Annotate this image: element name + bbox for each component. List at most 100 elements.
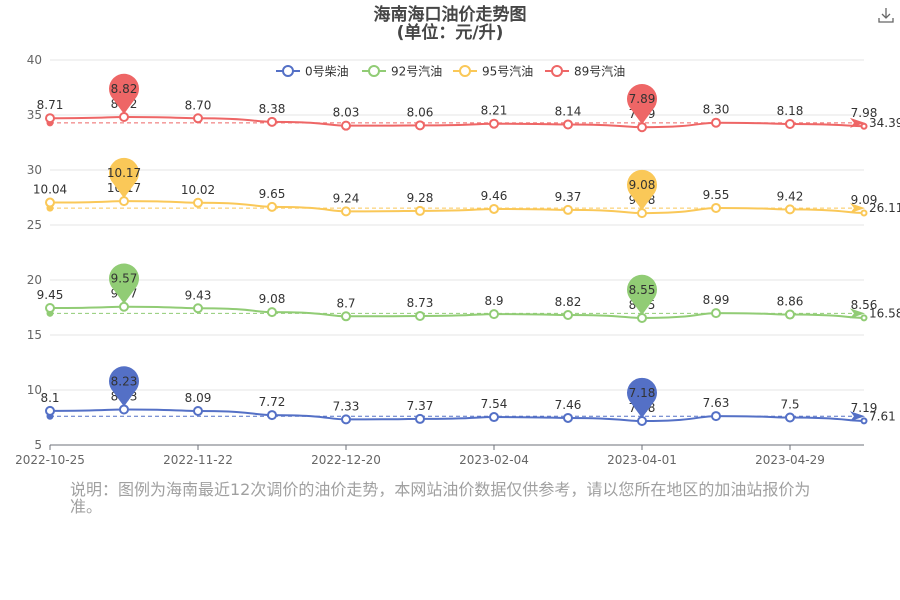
- data-point[interactable]: [711, 308, 721, 319]
- data-point[interactable]: [637, 416, 647, 427]
- average-arrow: [850, 203, 865, 214]
- data-label: 8.73: [407, 296, 434, 310]
- series-1: 16.589.459.579.439.088.78.738.98.828.558…: [37, 287, 900, 323]
- data-point[interactable]: [785, 119, 795, 130]
- data-point[interactable]: [119, 111, 129, 122]
- data-point[interactable]: [119, 404, 129, 415]
- legend-label: 0号柴油: [305, 65, 349, 79]
- data-label: 8.9: [484, 294, 503, 308]
- pin-shape: [627, 169, 657, 211]
- pin-label: 7.18: [629, 386, 656, 400]
- data-point[interactable]: [785, 204, 795, 215]
- data-point[interactable]: [489, 309, 499, 320]
- data-point[interactable]: [267, 307, 277, 318]
- data-point[interactable]: [563, 309, 573, 320]
- data-point[interactable]: [45, 405, 55, 416]
- grid-lines: [50, 59, 864, 446]
- data-label: 7.46: [555, 398, 582, 412]
- x-axis: 2022-10-25 2022-11-22 2022-12-20 2023-02-04…: [15, 445, 825, 467]
- average-label: 34.39: [869, 116, 900, 130]
- data-point[interactable]: [415, 205, 425, 216]
- data-point[interactable]: [193, 197, 203, 208]
- max-marker: 9.57: [108, 263, 139, 304]
- data-point[interactable]: [341, 311, 351, 322]
- data-point[interactable]: [637, 312, 647, 323]
- data-point[interactable]: [489, 412, 499, 423]
- legend-item[interactable]: 95号汽油: [453, 64, 533, 79]
- data-point[interactable]: [563, 412, 573, 423]
- series-line: [49, 200, 865, 215]
- data-point[interactable]: [119, 301, 129, 312]
- legend[interactable]: 0号柴油 92号汽油 95号汽油 89号汽油: [276, 64, 625, 79]
- data-point[interactable]: [489, 118, 499, 129]
- y-tick-label: 15: [27, 328, 42, 342]
- legend-label: 95号汽油: [482, 64, 533, 79]
- average-label: 26.11: [869, 201, 900, 215]
- y-tick-label: 40: [27, 53, 42, 67]
- data-point[interactable]: [860, 209, 868, 217]
- data-point[interactable]: [45, 113, 55, 124]
- data-point[interactable]: [415, 310, 425, 321]
- data-point[interactable]: [415, 413, 425, 424]
- data-point[interactable]: [341, 120, 351, 131]
- legend-item[interactable]: 89号汽油: [545, 64, 625, 79]
- data-point[interactable]: [415, 120, 425, 131]
- x-tick-label: 2023-04-29: [755, 453, 825, 467]
- data-point[interactable]: [860, 314, 868, 322]
- data-point[interactable]: [267, 116, 277, 127]
- pin-shape: [108, 366, 139, 407]
- data-label: 9.09: [851, 193, 878, 207]
- data-point[interactable]: [563, 204, 573, 215]
- y-tick-label: 30: [27, 163, 42, 177]
- data-point[interactable]: [489, 203, 499, 214]
- x-tick-label: 2023-04-01: [607, 453, 677, 467]
- data-point[interactable]: [785, 412, 795, 423]
- data-point[interactable]: [267, 410, 277, 421]
- data-point[interactable]: [193, 303, 203, 314]
- data-point[interactable]: [711, 117, 721, 128]
- data-label: 8.70: [185, 98, 212, 112]
- data-point[interactable]: [193, 113, 203, 124]
- y-axis: 5 10 15 20 25 30 35 40: [27, 53, 42, 452]
- data-point[interactable]: [341, 206, 351, 217]
- pin-label: 8.23: [111, 374, 138, 388]
- series-line: [49, 115, 865, 129]
- series-0: 7.618.18.238.097.727.337.377.547.467.187…: [40, 389, 896, 427]
- data-point[interactable]: [267, 201, 277, 212]
- data-point[interactable]: [119, 196, 129, 207]
- data-point[interactable]: [711, 411, 721, 422]
- data-point[interactable]: [860, 122, 868, 130]
- chart-subtitle: (单位：元/升): [397, 22, 504, 43]
- data-point[interactable]: [341, 414, 351, 425]
- pin-label: 8.55: [629, 283, 656, 297]
- data-label: 8.18: [777, 104, 804, 118]
- legend-item[interactable]: 92号汽油: [362, 64, 442, 79]
- data-point[interactable]: [785, 309, 795, 320]
- y-tick-label: 20: [27, 273, 42, 287]
- data-label: 9.08: [259, 292, 286, 306]
- legend-label: 89号汽油: [574, 64, 625, 79]
- max-marker: 10.17: [107, 157, 141, 199]
- data-label: 7.19: [851, 401, 878, 415]
- data-label: 7.72: [259, 395, 286, 409]
- chart-title: 海南海口油价走势图: [374, 4, 527, 25]
- data-point[interactable]: [45, 303, 55, 314]
- legend-symbol: [551, 65, 563, 77]
- series-layer: 7.61 8.1 8.23 8.09 7.72 7.33 7.37 7.54 7.46 7.18 7…: [33, 97, 900, 427]
- x-tick-label: 2022-12-20: [311, 453, 381, 467]
- data-label: 8.21: [481, 104, 508, 118]
- pin-shape: [627, 84, 657, 125]
- data-point[interactable]: [637, 208, 647, 219]
- data-label: 9.28: [407, 191, 434, 205]
- data-point[interactable]: [45, 197, 55, 208]
- min-marker: 7.89: [627, 84, 657, 125]
- data-point[interactable]: [637, 122, 647, 133]
- legend-item[interactable]: 0号柴油: [276, 65, 349, 79]
- data-point[interactable]: [563, 119, 573, 130]
- average-arrow: [850, 411, 865, 422]
- data-point[interactable]: [860, 417, 868, 425]
- data-point[interactable]: [711, 202, 721, 213]
- data-label: 9.24: [333, 191, 360, 205]
- download-icon[interactable]: [878, 8, 894, 23]
- data-point[interactable]: [193, 406, 203, 417]
